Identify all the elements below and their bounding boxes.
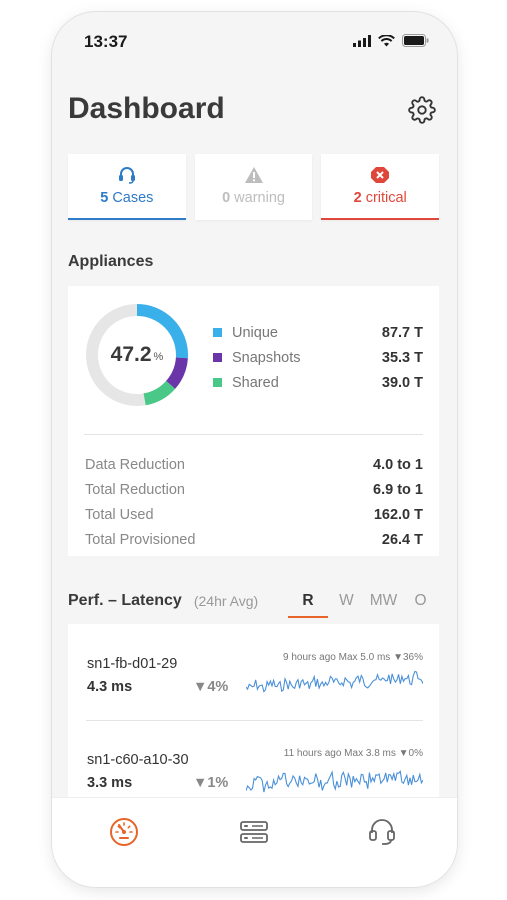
- donut-unit: %: [153, 351, 164, 363]
- warning-label: warning: [234, 190, 285, 206]
- stat-row-total-provisioned: Total Provisioned 26.4 T: [85, 527, 423, 552]
- donut-value: 47.2: [110, 343, 152, 366]
- metric-tabs: R W MW O: [288, 588, 439, 618]
- latency-row[interactable]: sn1-c60-a10-30 3.3 ms ▼1% 11 hours ago M…: [68, 720, 439, 816]
- stat-label: Total Provisioned: [85, 531, 196, 548]
- unique-swatch: [213, 328, 222, 337]
- stat-row-total-reduction: Total Reduction 6.9 to 1: [85, 477, 423, 502]
- divider: [84, 434, 423, 435]
- latency-card: sn1-fb-d01-29 4.3 ms ▼4% 9 hours ago Max…: [68, 624, 439, 814]
- alert-summary: 5 Cases 0 warning 2 critical: [68, 154, 440, 220]
- latency-meta: 9 hours ago Max 5.0 ms ▼36%: [283, 652, 423, 663]
- legend-item-snapshots: Snapshots 35.3 T: [213, 345, 423, 370]
- tab-mixed-write[interactable]: MW: [369, 592, 398, 609]
- sparkline-path: [246, 670, 423, 693]
- stat-label: Total Reduction: [85, 481, 185, 498]
- warning-count: 0: [222, 190, 231, 206]
- donut-label: 47.2%: [82, 300, 192, 410]
- bottom-nav: [52, 797, 457, 887]
- stat-row-total-used: Total Used 162.0 T: [85, 502, 423, 527]
- page-title: Dashboard: [68, 92, 225, 125]
- critical-label: critical: [365, 190, 407, 206]
- latency-meta: 11 hours ago Max 3.8 ms ▼0%: [283, 748, 423, 759]
- latency-value: 3.3 ms: [87, 775, 133, 791]
- latency-row[interactable]: sn1-fb-d01-29 4.3 ms ▼4% 9 hours ago Max…: [68, 624, 439, 720]
- legend-value: 39.0 T: [381, 374, 423, 391]
- critical-count: 2: [353, 190, 362, 206]
- stat-value: 162.0 T: [373, 506, 423, 523]
- stat-value: 26.4 T: [381, 531, 423, 548]
- host-name: sn1-fb-d01-29: [87, 656, 178, 672]
- latency-sparkline: [246, 670, 423, 693]
- stat-label: Data Reduction: [85, 456, 185, 473]
- legend-item-shared: Shared 39.0 T: [213, 370, 423, 395]
- cases-label: Cases: [112, 190, 154, 206]
- legend-label: Snapshots: [232, 349, 301, 366]
- performance-header: Perf. – Latency (24hr Avg) R W MW O: [68, 588, 439, 618]
- legend-value: 35.3 T: [381, 349, 423, 366]
- legend-value: 87.7 T: [381, 324, 423, 341]
- warning-card[interactable]: 0 warning: [194, 154, 313, 220]
- warning-icon: [244, 167, 263, 183]
- stat-value: 4.0 to 1: [373, 456, 423, 473]
- wifi-icon: [378, 34, 395, 46]
- divider: [86, 720, 423, 721]
- donut-segment-unique: [86, 304, 188, 406]
- snapshots-swatch: [213, 353, 222, 362]
- capacity-legend: Unique 87.7 T Snapshots 35.3 T Shared 39…: [213, 320, 423, 395]
- stat-label: Total Used: [85, 506, 154, 523]
- critical-card[interactable]: 2 critical: [321, 154, 440, 220]
- speedometer-icon[interactable]: [108, 816, 140, 848]
- reduction-stats: Data Reduction 4.0 to 1 Total Reduction …: [85, 452, 423, 552]
- status-bar: 13:37: [52, 12, 457, 68]
- latency-value: 4.3 ms: [87, 679, 133, 695]
- sparkline-path: [246, 770, 423, 793]
- legend-label: Shared: [232, 374, 279, 391]
- latency-change: ▼1%: [193, 775, 229, 791]
- tab-other[interactable]: O: [414, 592, 427, 609]
- battery-icon: [402, 34, 429, 47]
- status-time: 13:37: [84, 32, 128, 51]
- capacity-donut-chart: [86, 304, 188, 406]
- perf-subtitle: (24hr Avg): [193, 593, 259, 609]
- host-name: sn1-c60-a10-30: [87, 752, 189, 768]
- gear-icon[interactable]: [408, 96, 436, 124]
- headset-icon: [118, 167, 135, 184]
- cases-card[interactable]: 5 Cases: [68, 154, 186, 220]
- legend-item-unique: Unique 87.7 T: [213, 320, 423, 345]
- stat-value: 6.9 to 1: [373, 481, 423, 498]
- status-icons: [353, 34, 429, 47]
- legend-label: Unique: [232, 324, 278, 341]
- perf-title: Perf. – Latency: [68, 592, 182, 609]
- stat-row-data-reduction: Data Reduction 4.0 to 1: [85, 452, 423, 477]
- shared-swatch: [213, 378, 222, 387]
- tab-read[interactable]: R: [288, 588, 328, 618]
- appliances-card[interactable]: 47.2% Unique 87.7 T Snapshots 35.3 T Sha…: [68, 286, 439, 556]
- signal-icon: [353, 34, 371, 47]
- phone-frame: 13:37 Dashboard: [52, 12, 457, 887]
- latency-sparkline: [246, 770, 423, 793]
- cases-count: 5: [100, 190, 109, 206]
- critical-icon: [371, 167, 390, 183]
- appliances-title: Appliances: [68, 253, 154, 270]
- server-icon[interactable]: [238, 816, 270, 848]
- headset-icon[interactable]: [366, 816, 398, 848]
- latency-change: ▼4%: [193, 679, 229, 695]
- tab-write[interactable]: W: [339, 592, 354, 609]
